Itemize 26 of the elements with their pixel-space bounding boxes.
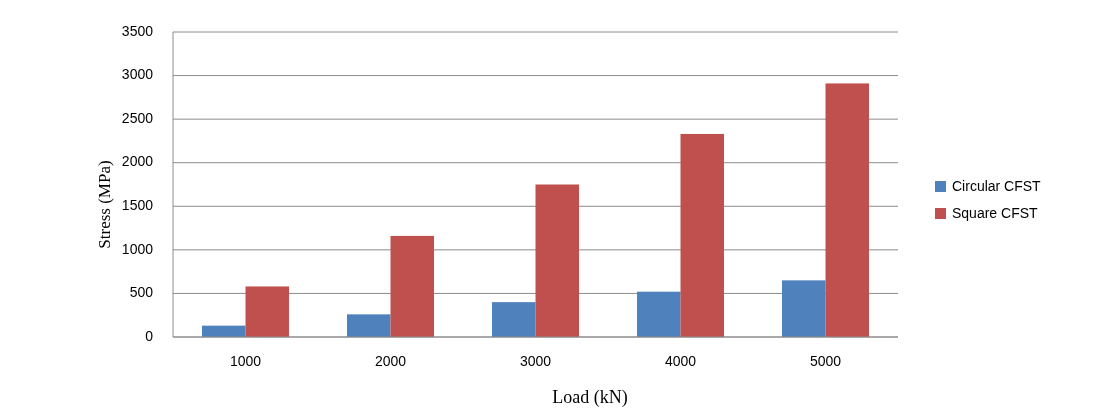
bar (492, 302, 536, 337)
bar (390, 235, 434, 337)
x-tick-label: 2000 (374, 352, 407, 369)
bar (245, 286, 289, 337)
y-tick-label: 2500 (121, 109, 154, 126)
bar (680, 133, 724, 337)
bar (347, 314, 391, 337)
y-tick-label: 1500 (121, 196, 154, 213)
x-tick-label: 1000 (229, 352, 262, 369)
bar (637, 291, 681, 337)
legend-label: Circular CFST (952, 177, 1042, 194)
y-tick-label: 1000 (121, 240, 154, 257)
y-tick-label: 3500 (121, 22, 154, 39)
y-tick-label: 0 (145, 327, 154, 344)
x-tick-label: 5000 (809, 352, 842, 369)
legend-label: Square CFST (952, 204, 1039, 221)
bar (782, 280, 826, 337)
bar (535, 184, 579, 337)
y-tick-label: 2000 (121, 153, 154, 170)
y-axis-title: Stress (MPa) (95, 160, 114, 249)
x-tick-label: 4000 (664, 352, 697, 369)
x-axis-title: Load (kN) (552, 387, 628, 408)
bar (825, 83, 869, 337)
y-tick-label: 3000 (121, 66, 154, 83)
x-tick-label: 3000 (519, 352, 552, 369)
y-tick-label: 500 (129, 284, 154, 301)
